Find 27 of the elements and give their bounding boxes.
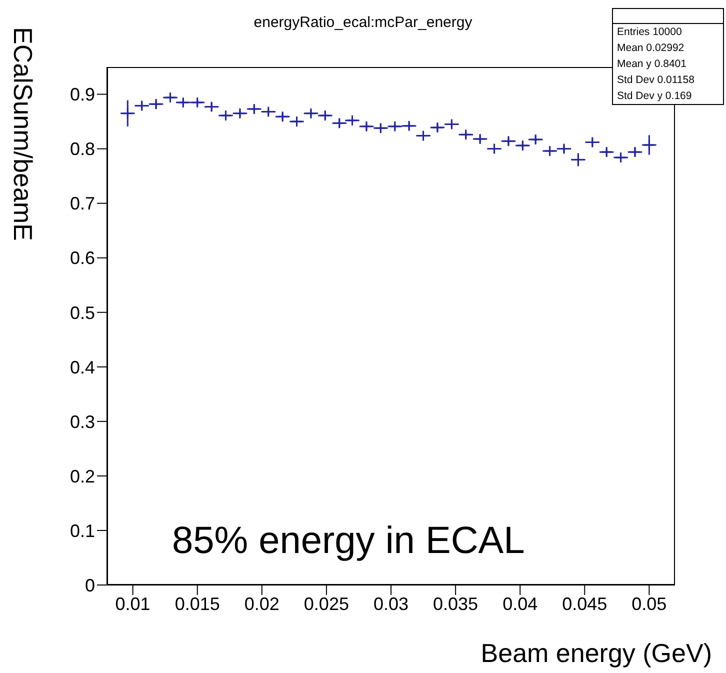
y-tick-label: 0.7 (70, 194, 95, 214)
y-tick-label: 0.3 (70, 412, 95, 432)
y-axis-title: ECalSunm/beamE (7, 27, 38, 243)
annotation: Std Dev 0.01158 (616, 73, 696, 88)
x-tick-label: 0.04 (502, 594, 538, 614)
y-tick-label: 0.1 (70, 520, 95, 541)
y-tick-label: 0.8 (70, 139, 95, 160)
y-tick-label: 0.6 (70, 248, 95, 268)
x-tick-label: 0.01 (115, 594, 150, 614)
annotation: 85% energy in ECAL (172, 520, 525, 563)
x-axis-title: Beam energy (GeV) (480, 638, 712, 669)
chart-title: energyRatio_ecal:mcPar_energy (254, 14, 472, 31)
x-tick-label: 0.05 (632, 594, 667, 614)
x-tick-label: 0.045 (562, 594, 608, 614)
stats-box: Entries 10000 Mean 0.02992 Mean y 0.8401 Std Dev 0.01158 Std Dev y 0.169 (612, 8, 724, 105)
x-tick-label: 0.015 (174, 594, 220, 614)
x-tick-label: 0.035 (433, 594, 478, 614)
y-tick-label: 0.9 (70, 84, 95, 105)
x-tick-label: 0.025 (304, 594, 349, 614)
y-tick-label: 0.2 (70, 466, 95, 486)
y-tick-label: 0 (84, 575, 95, 596)
x-tick-label: 0.02 (244, 594, 280, 614)
annotation: Std Dev y 0.169 (616, 89, 693, 104)
y-tick-label: 0.5 (70, 302, 95, 323)
y-tick-label: 0.4 (70, 357, 95, 378)
annotation: Mean y 0.8401 (616, 57, 688, 72)
x-tick-label: 0.03 (373, 594, 409, 614)
